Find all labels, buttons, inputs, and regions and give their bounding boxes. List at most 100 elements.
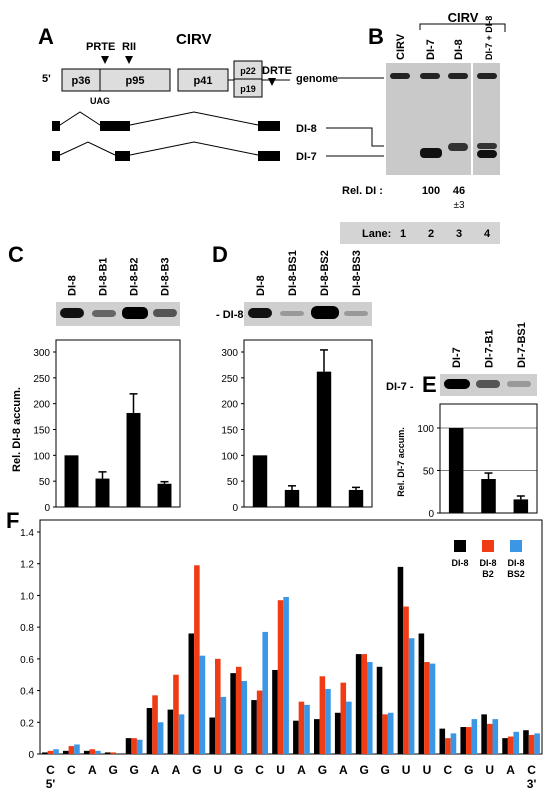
x-tick-label: G [129, 763, 138, 777]
orf-label: p19 [240, 84, 256, 94]
panel-label: B [368, 24, 384, 49]
bar [366, 662, 373, 754]
panel-label: D [212, 242, 228, 267]
y-tick-label: 100 [33, 451, 50, 462]
bar [314, 719, 320, 754]
bar [325, 688, 331, 754]
bar [95, 750, 101, 754]
y-tick-label: 200 [33, 400, 50, 411]
y-tick-label: 0.6 [20, 655, 34, 666]
bar [293, 720, 299, 754]
bar [272, 669, 278, 754]
genome-map: PRTE RII CIRV DRTE 5' p36 p95 p41 p22 p1… [42, 31, 384, 163]
prte-label: PRTE [86, 41, 115, 53]
bar [534, 733, 540, 754]
y-tick-label: 50 [39, 477, 51, 488]
y-tick-label: 250 [221, 374, 238, 385]
bar [215, 658, 221, 754]
category-label: DI-8-BS2 [319, 250, 331, 296]
band [420, 73, 440, 79]
bar [47, 750, 54, 754]
bar [376, 666, 383, 754]
genome-label: genome [296, 73, 338, 85]
lane-number: 4 [484, 228, 491, 240]
band [122, 307, 148, 319]
y-tick-label: 0.2 [20, 718, 34, 729]
bar [397, 566, 404, 754]
category-label: DI-7-BS1 [516, 322, 528, 368]
bar [230, 673, 236, 754]
lane-row-label: Lane: [362, 228, 391, 240]
bar [136, 739, 143, 754]
band [448, 143, 468, 151]
band [280, 311, 304, 316]
band [476, 380, 500, 388]
y-tick-label: 150 [221, 426, 238, 437]
bar [523, 730, 529, 754]
lane-number: 2 [428, 228, 434, 240]
segment [258, 121, 280, 131]
y-tick-label: 300 [33, 348, 50, 359]
category-label: DI-7 [451, 347, 463, 368]
y-tick-label: 0 [232, 503, 238, 514]
bar [68, 746, 75, 754]
end-label: 3' [527, 777, 537, 791]
band [420, 148, 442, 158]
orf [177, 68, 229, 92]
x-tick-label: A [297, 763, 306, 777]
gel [386, 63, 500, 175]
y-tick-label: 0.8 [20, 623, 34, 634]
x-tick-label: C [67, 763, 76, 777]
bar [450, 733, 457, 754]
category-label: DI-8-BS3 [351, 250, 363, 296]
y-tick-label: 0 [28, 750, 34, 761]
legend-label: DI-8 B2 [479, 558, 496, 579]
bar [194, 565, 200, 754]
bar [63, 750, 69, 754]
bar [316, 371, 332, 507]
genome-title: CIRV [176, 31, 212, 48]
band [344, 311, 368, 316]
bar [513, 499, 529, 513]
rel-di-error: ±3 [453, 200, 464, 211]
bar [507, 736, 514, 754]
legend-swatch [510, 540, 522, 552]
y-tick-label: 250 [33, 374, 50, 385]
bar [466, 727, 472, 754]
plot-frame [39, 519, 543, 755]
segment [52, 151, 60, 161]
category-label: DI-8-B1 [98, 257, 110, 296]
bar [157, 722, 164, 754]
bar [481, 714, 487, 754]
x-tick-label: U [423, 763, 432, 777]
bar [418, 633, 425, 754]
junction [59, 141, 259, 156]
legend-swatch [482, 540, 494, 552]
bar [110, 752, 116, 754]
bar [304, 704, 310, 754]
x-tick-label: A [88, 763, 97, 777]
bar [424, 662, 430, 754]
bar [126, 412, 141, 507]
x-tick-label: C [255, 763, 264, 777]
x-tick-label: G [318, 763, 327, 777]
bar [502, 738, 508, 754]
bar [283, 597, 289, 754]
bar [528, 734, 535, 754]
x-tick-label: G [464, 763, 473, 777]
bar [152, 695, 158, 754]
bar [146, 708, 153, 754]
bar [319, 676, 326, 754]
bar [173, 674, 179, 754]
y-tick-label: 100 [417, 424, 434, 435]
bar [125, 738, 132, 754]
y-tick-label: 0 [428, 509, 434, 520]
bar [262, 631, 268, 754]
codon-label: UAG [90, 96, 110, 106]
bar [251, 700, 257, 754]
x-tick-label: G [192, 763, 201, 777]
y-tick-label: 1.0 [20, 591, 34, 602]
rel-di-value: 46 [453, 185, 465, 197]
x-tick-label: U [213, 763, 222, 777]
